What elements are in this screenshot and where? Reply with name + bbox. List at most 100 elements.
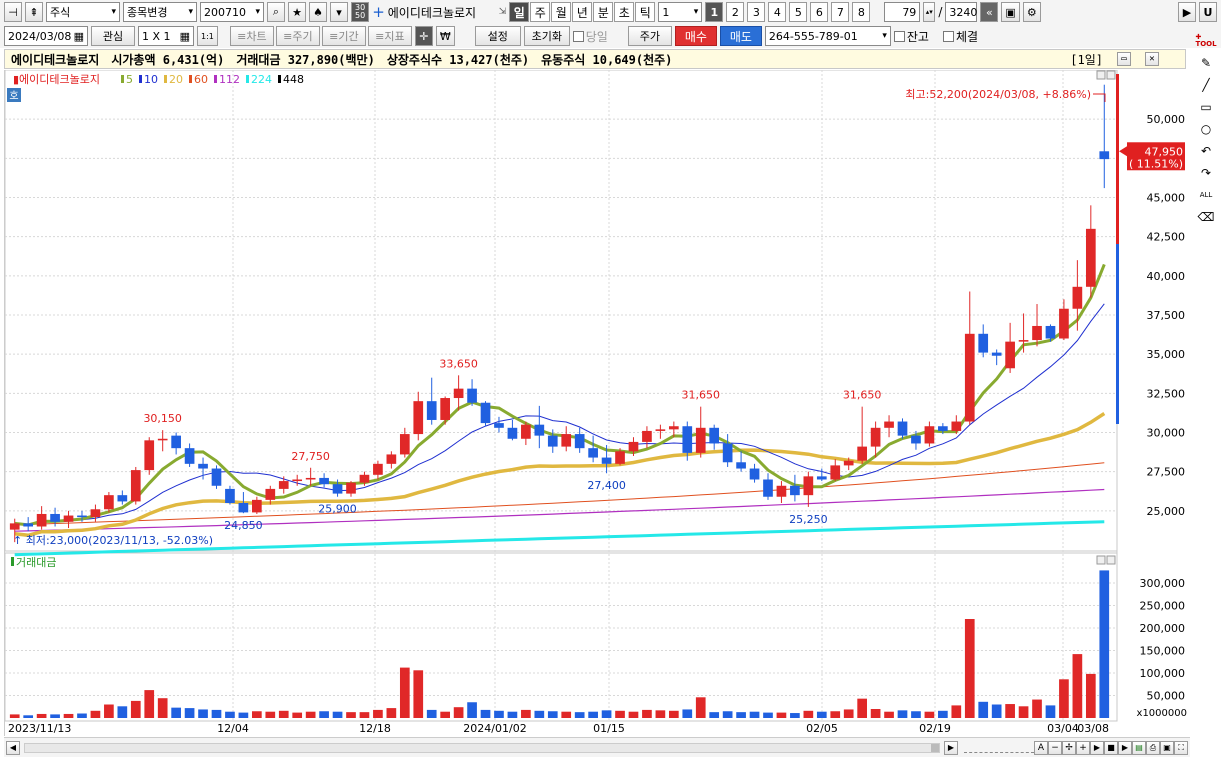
fullscreen-icon[interactable]: ⛶: [1174, 740, 1188, 755]
ratio-button[interactable]: 30 50: [351, 2, 370, 22]
candle-body: [305, 477, 316, 480]
interval-3[interactable]: 3: [747, 2, 766, 22]
font-size-icon[interactable]: A: [1034, 740, 1048, 755]
volume-bar: [144, 690, 155, 718]
legend-ma-112: 112: [219, 73, 240, 86]
price-tick-label: 35,000: [1147, 348, 1186, 361]
settings-button[interactable]: 설정: [474, 26, 521, 46]
save-icon[interactable]: ▣: [1001, 2, 1020, 22]
delete-all-icon[interactable]: ALL: [1199, 191, 1213, 199]
account-select[interactable]: 264-555-789-01 ▾: [764, 26, 891, 46]
interval-select[interactable]: 1 ▾: [658, 2, 703, 22]
save-image-icon[interactable]: ▣: [1160, 740, 1174, 755]
executed-checkbox[interactable]: 체결: [942, 28, 978, 45]
reset-button[interactable]: 초기화: [523, 26, 570, 46]
pane-minimize-icon: [1096, 555, 1106, 565]
scroll-thumb[interactable]: [931, 743, 939, 752]
volume-bar: [1072, 654, 1083, 718]
sell-button[interactable]: 매도: [719, 26, 762, 46]
market-select[interactable]: 주식 ▾: [46, 2, 120, 22]
circle-icon[interactable]: ○: [1200, 122, 1212, 136]
period-4[interactable]: 분: [593, 2, 614, 22]
trade-value: 거래대금 327,890(백만): [236, 52, 375, 67]
balance-checkbox[interactable]: 잔고: [893, 28, 929, 45]
tool-menu-icon[interactable]: ✚ TOOL: [1195, 33, 1217, 48]
volume-bar: [722, 711, 733, 718]
line-icon[interactable]: ╱: [1202, 78, 1210, 92]
period-5[interactable]: 초: [614, 2, 635, 22]
forward-icon[interactable]: ▶: [1118, 740, 1132, 755]
fast-scroll-icon[interactable]: «: [980, 2, 999, 22]
candle-body: [23, 523, 34, 527]
interval-7[interactable]: 7: [831, 2, 850, 22]
period-2[interactable]: 월: [551, 2, 572, 22]
play-icon[interactable]: ▶: [1090, 740, 1104, 755]
chart-tab-0[interactable]: ≡차트: [229, 26, 274, 46]
interval-6[interactable]: 6: [810, 2, 829, 22]
legend-ma-5: 5: [126, 73, 133, 86]
star-icon[interactable]: ★: [288, 2, 306, 22]
gear-icon[interactable]: ⚙: [1022, 2, 1041, 22]
zoom-slider[interactable]: [964, 743, 1034, 753]
volume-bar: [911, 711, 921, 718]
currency-icon[interactable]: ₩: [435, 26, 455, 46]
search-icon[interactable]: ⌕: [267, 2, 285, 22]
stock-code-input[interactable]: 200710 ▾: [200, 2, 264, 22]
close-icon[interactable]: ✕: [1145, 52, 1159, 66]
scroll-track[interactable]: [24, 742, 940, 753]
ma-5-line: [14, 263, 1106, 527]
pencil-icon[interactable]: ✎: [1200, 56, 1212, 70]
layout-button[interactable]: 1:1: [197, 26, 218, 46]
price-chart[interactable]: 50,00047,50045,00042,50040,00037,50035,0…: [4, 70, 1190, 736]
grid-select[interactable]: 1 X 1 ▦: [138, 26, 194, 46]
interval-1[interactable]: 1: [705, 2, 724, 22]
zoom-out-icon[interactable]: −: [1048, 740, 1062, 755]
candle-body: [453, 388, 464, 399]
interval-8[interactable]: 8: [852, 2, 871, 22]
buy-button[interactable]: 매수: [674, 26, 717, 46]
link-icon[interactable]: ⇲: [498, 7, 507, 17]
change-stock-select[interactable]: 종목변경 ▾: [123, 2, 197, 22]
volume-bar: [1085, 673, 1096, 718]
period-6[interactable]: 틱: [635, 2, 656, 22]
top-most-icon[interactable]: ⇞: [25, 2, 43, 22]
eraser-icon[interactable]: ⌫: [1197, 210, 1215, 224]
rectangle-icon[interactable]: ▭: [1200, 100, 1212, 114]
chart-tab-1[interactable]: ≡주기: [275, 26, 320, 46]
interval-2[interactable]: 2: [726, 2, 745, 22]
scroll-left-icon[interactable]: ◀: [6, 740, 20, 755]
volume-tick-label: 300,000: [1140, 577, 1186, 590]
period-3[interactable]: 년: [572, 2, 593, 22]
legend-ma-448: 448: [283, 73, 304, 86]
undo-icon[interactable]: ↶: [1200, 144, 1212, 158]
right-panel-icon[interactable]: ▶: [1178, 2, 1196, 22]
user-button[interactable]: U: [1199, 2, 1217, 22]
interval-5[interactable]: 5: [789, 2, 808, 22]
same-day-checkbox[interactable]: 당일: [572, 28, 608, 45]
zoom-in-icon[interactable]: +: [1076, 740, 1090, 755]
candle-body: [897, 421, 908, 436]
scroll-right-icon[interactable]: ▶: [944, 740, 958, 755]
volume-bar: [991, 704, 1002, 718]
interval-4[interactable]: 4: [768, 2, 787, 22]
spade-icon[interactable]: ♠: [309, 2, 327, 22]
move-icon[interactable]: ✢: [1062, 740, 1076, 755]
date-input[interactable]: 2024/03/08 ▦: [4, 26, 88, 46]
chart-tab-2[interactable]: ≡기간: [321, 26, 366, 46]
watch-button[interactable]: 관심: [91, 26, 135, 46]
redo-icon[interactable]: ↷: [1200, 166, 1212, 180]
arrow-down-icon[interactable]: ▾: [330, 2, 348, 22]
print-icon[interactable]: ⎙: [1146, 740, 1160, 755]
period-0[interactable]: 일: [509, 2, 530, 22]
ratio-top: 30: [355, 3, 366, 12]
excel-icon[interactable]: ▤: [1132, 740, 1146, 755]
crosshair-tool-icon[interactable]: ✛: [414, 26, 433, 46]
minimize-icon[interactable]: ▭: [1117, 52, 1131, 66]
count-spin-icon[interactable]: ▴▾: [923, 2, 936, 22]
stop-icon[interactable]: ■: [1104, 740, 1118, 755]
chart-tab-3[interactable]: ≡지표: [367, 26, 412, 46]
period-1[interactable]: 주: [530, 2, 551, 22]
pin-icon[interactable]: ⊣: [4, 2, 22, 22]
count-input[interactable]: 79: [884, 2, 921, 22]
price-button[interactable]: 주가: [627, 26, 672, 46]
